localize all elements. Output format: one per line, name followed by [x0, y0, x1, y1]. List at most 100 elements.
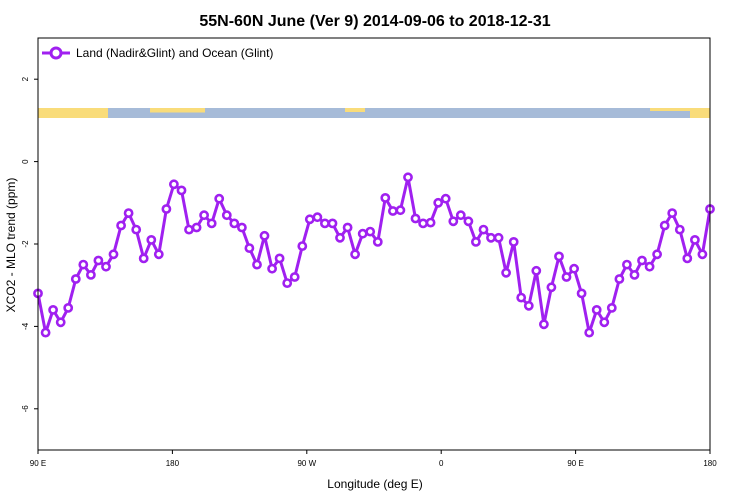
legend-marker [49, 46, 63, 60]
data-point-20 [184, 224, 194, 235]
data-point-77 [614, 274, 625, 284]
band-ocean-0 [108, 108, 150, 118]
y-tick-label: -4 [21, 322, 30, 330]
data-point-13 [131, 224, 142, 235]
data-point-12 [123, 208, 134, 218]
data-point-57 [463, 216, 474, 227]
band-ocean-4 [365, 108, 650, 118]
data-point-10 [108, 249, 119, 260]
data-point-55 [448, 216, 459, 227]
data-point-5 [70, 274, 81, 284]
legend-entry: Land (Nadir&Glint) and Ocean (Glint) [76, 46, 273, 60]
series-layer [33, 172, 715, 338]
data-point-3 [55, 317, 66, 328]
data-point-85 [674, 224, 685, 235]
data-point-72 [576, 288, 587, 299]
data-point-65 [523, 300, 534, 311]
data-point-66 [531, 265, 542, 276]
data-point-44 [365, 226, 376, 237]
data-point-6 [78, 259, 89, 270]
data-point-86 [682, 253, 693, 264]
x-tick-label: 0 [439, 459, 444, 468]
data-point-1 [40, 327, 51, 338]
data-point-25 [221, 210, 232, 221]
data-point-17 [161, 204, 172, 214]
band-ocean-3 [345, 112, 365, 118]
data-point-76 [606, 302, 617, 313]
data-point-18 [168, 179, 179, 190]
data-point-37 [312, 212, 323, 223]
data-point-42 [350, 249, 360, 260]
data-point-87 [690, 234, 700, 245]
data-point-24 [214, 193, 225, 204]
data-point-14 [138, 253, 149, 264]
data-point-79 [629, 269, 640, 280]
data-point-38 [319, 218, 330, 229]
data-point-67 [539, 319, 549, 330]
data-point-2 [48, 304, 58, 315]
data-point-48 [395, 205, 406, 216]
data-point-46 [380, 192, 391, 203]
y-axis-label: XCO2 - MLO trend (ppm) [4, 178, 18, 313]
data-point-19 [176, 185, 187, 196]
data-point-29 [252, 259, 262, 270]
data-point-64 [516, 292, 527, 303]
data-point-53 [433, 197, 444, 208]
data-point-40 [335, 232, 345, 243]
band-ocean-5 [650, 111, 690, 118]
data-point-39 [327, 218, 338, 229]
data-point-31 [267, 263, 277, 274]
legend: Land (Nadir&Glint) and Ocean (Glint) [42, 46, 273, 60]
data-point-45 [372, 236, 383, 247]
x-tick-label: 90 E [567, 459, 583, 468]
data-point-8 [93, 255, 104, 266]
data-point-33 [282, 278, 293, 288]
data-point-62 [501, 267, 511, 278]
data-point-22 [199, 210, 209, 221]
data-point-49 [403, 172, 413, 183]
data-point-71 [569, 263, 579, 274]
axis-ticks: 90 E 180 90 W 0 90 E 180 2 0 -2 -4 -6 [21, 76, 717, 468]
data-point-43 [357, 228, 368, 239]
data-point-51 [418, 218, 428, 229]
y-tick-label: 2 [21, 76, 30, 81]
data-point-56 [455, 210, 466, 221]
data-point-54 [440, 193, 451, 204]
data-point-78 [622, 259, 632, 270]
x-axis-label: Longitude (deg E) [327, 477, 422, 491]
data-point-69 [554, 251, 564, 262]
data-point-30 [259, 230, 270, 241]
x-tick-label: 90 W [297, 459, 316, 468]
data-point-26 [229, 218, 240, 229]
data-point-75 [599, 317, 610, 328]
data-point-52 [425, 217, 436, 228]
surface-band [38, 108, 710, 118]
data-point-4 [63, 302, 74, 313]
data-point-7 [86, 269, 96, 280]
data-point-59 [478, 224, 489, 235]
data-point-32 [274, 253, 285, 264]
data-point-16 [153, 249, 164, 260]
data-point-36 [304, 214, 315, 225]
data-point-80 [637, 255, 647, 266]
data-point-73 [584, 327, 595, 338]
band-ocean-1 [150, 112, 205, 118]
data-point-15 [146, 234, 157, 245]
data-point-68 [546, 282, 557, 293]
data-point-74 [591, 304, 602, 315]
data-point-61 [493, 232, 504, 243]
data-point-11 [116, 220, 126, 231]
data-point-23 [206, 218, 217, 229]
y-tick-label: -2 [21, 240, 30, 248]
data-point-81 [644, 261, 655, 272]
x-tick-label: 180 [166, 459, 180, 468]
data-point-35 [297, 241, 308, 251]
data-point-34 [289, 272, 300, 282]
data-point-88 [697, 249, 708, 260]
data-point-50 [410, 213, 421, 224]
data-point-83 [659, 220, 670, 231]
band-ocean-2 [205, 108, 345, 118]
chart-title: 55N-60N June (Ver 9) 2014-09-06 to 2018-… [199, 13, 550, 30]
y-tick-label: -6 [21, 405, 30, 413]
